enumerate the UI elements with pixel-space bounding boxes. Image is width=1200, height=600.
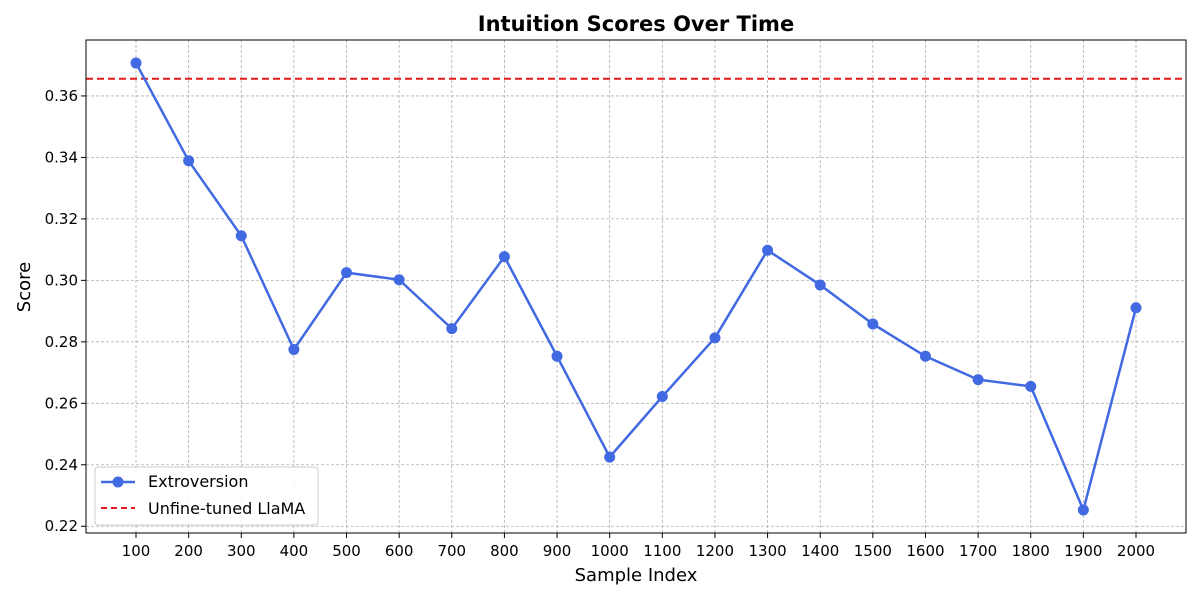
- x-tick-label: 1800: [1012, 542, 1050, 560]
- x-tick-label: 500: [332, 542, 361, 560]
- legend-label-extroversion: Extroversion: [148, 472, 248, 491]
- data-point: [604, 451, 616, 463]
- x-axis-label: Sample Index: [575, 565, 698, 586]
- x-tick-label: 1300: [748, 542, 786, 560]
- x-tick-label: 1700: [959, 542, 997, 560]
- data-point: [183, 155, 195, 167]
- x-tick-label: 200: [174, 542, 203, 560]
- data-point: [919, 350, 931, 362]
- legend: Extroversion Unfine-tuned LlaMA: [94, 466, 319, 526]
- data-point: [551, 350, 563, 362]
- legend-label-unfine-tuned-llama: Unfine-tuned LlaMA: [148, 499, 305, 518]
- data-point: [656, 391, 668, 403]
- data-point: [393, 274, 405, 286]
- data-point: [288, 344, 300, 356]
- grid-lines: [86, 40, 1186, 533]
- y-axis-ticks: 0.22 0.24 0.26 0.28 0.30 0.32 0.34 0.36: [45, 87, 86, 535]
- chart-title: Intuition Scores Over Time: [478, 12, 794, 36]
- x-tick-label: 1100: [643, 542, 681, 560]
- legend-marker-extroversion: [112, 476, 124, 488]
- data-point: [709, 332, 721, 344]
- data-point: [1077, 504, 1089, 516]
- data-point: [446, 323, 458, 335]
- y-tick-label: 0.24: [45, 456, 78, 474]
- x-tick-label: 900: [543, 542, 572, 560]
- x-tick-label: 100: [122, 542, 151, 560]
- y-tick-label: 0.36: [45, 87, 78, 105]
- x-tick-label: 600: [385, 542, 414, 560]
- data-point: [130, 57, 142, 69]
- x-tick-label: 400: [280, 542, 309, 560]
- data-point: [867, 318, 879, 330]
- x-axis-ticks: 100 200 300 400 500 600 700 800 900 1000 1100 1200 1…: [122, 533, 1155, 560]
- y-axis-label: Score: [14, 262, 35, 312]
- x-tick-label: 800: [490, 542, 519, 560]
- data-point: [498, 251, 510, 263]
- data-point: [1130, 302, 1142, 314]
- y-tick-label: 0.26: [45, 394, 78, 412]
- x-tick-label: 700: [437, 542, 466, 560]
- y-tick-label: 0.28: [45, 333, 78, 351]
- x-tick-label: 1000: [591, 542, 629, 560]
- series-line-extroversion: [134, 62, 1138, 512]
- x-tick-label: 1400: [801, 542, 839, 560]
- y-tick-label: 0.30: [45, 271, 78, 289]
- series-layer: [130, 57, 1142, 516]
- data-point: [235, 230, 247, 242]
- y-tick-label: 0.34: [45, 148, 78, 166]
- plot-frame: [85, 39, 1187, 534]
- x-tick-label: 1900: [1064, 542, 1102, 560]
- x-tick-label: 300: [227, 542, 256, 560]
- y-tick-label: 0.22: [45, 517, 78, 535]
- x-tick-label: 2000: [1117, 542, 1155, 560]
- data-point: [1025, 380, 1037, 392]
- data-point: [814, 279, 826, 291]
- legend-box: [94, 466, 319, 526]
- x-tick-label: 1500: [854, 542, 892, 560]
- y-tick-label: 0.32: [45, 210, 78, 228]
- data-point: [972, 374, 984, 386]
- x-tick-label: 1600: [906, 542, 944, 560]
- data-point: [762, 244, 774, 256]
- data-point: [341, 267, 353, 279]
- x-tick-label: 1200: [696, 542, 734, 560]
